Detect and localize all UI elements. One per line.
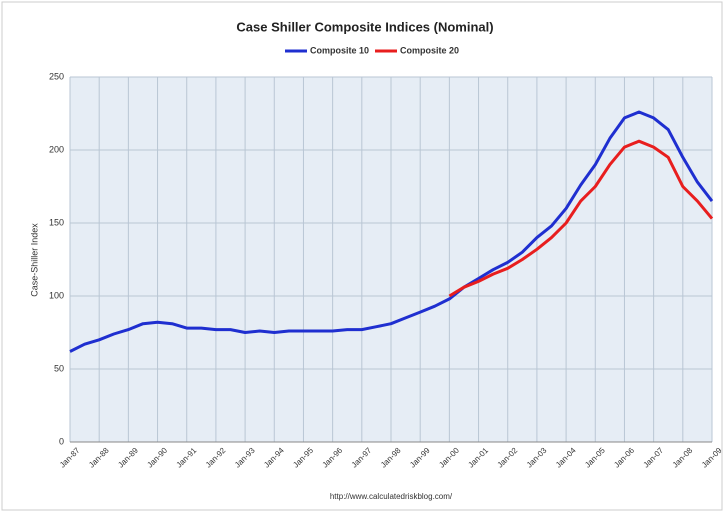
legend-label: Composite 10 — [310, 45, 369, 55]
y-tick-label: 50 — [54, 363, 64, 373]
series-line — [69, 110, 714, 353]
series-line — [448, 139, 714, 298]
y-axis-label: Case-Shiller Index — [29, 223, 39, 297]
legend-label: Composite 20 — [400, 45, 459, 55]
chart-title: Case Shiller Composite Indices (Nominal) — [236, 19, 493, 34]
y-tick-label: 150 — [49, 217, 64, 227]
source: http://www.calculatedriskblog.com/ — [330, 492, 453, 501]
y-tick-label: 0 — [59, 436, 64, 446]
y-tick-label: 250 — [49, 71, 64, 81]
y-tick-label: 200 — [49, 144, 64, 154]
y-tick-label: 100 — [49, 290, 64, 300]
